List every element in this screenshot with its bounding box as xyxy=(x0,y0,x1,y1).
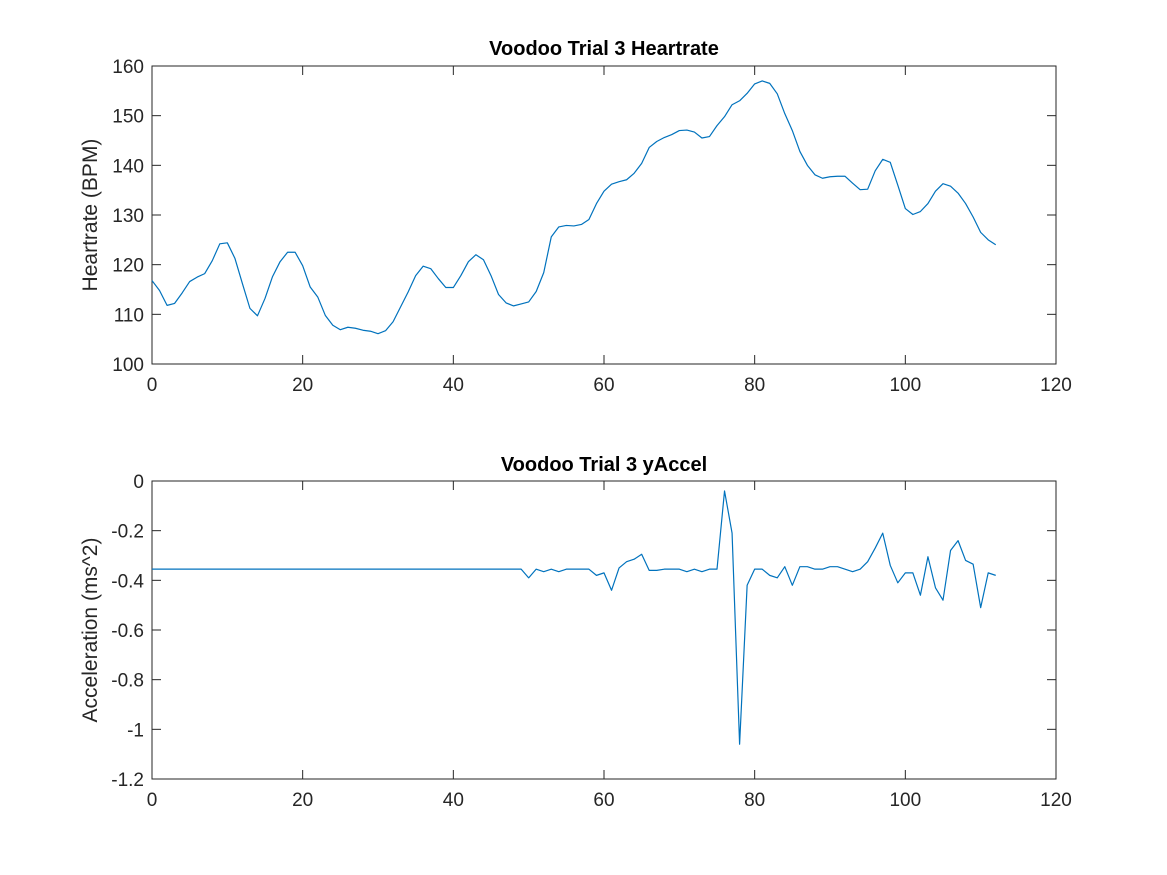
heartrate-y-tick-label: 150 xyxy=(112,107,144,128)
yaccel-series-line xyxy=(152,490,996,745)
heartrate-axes-box xyxy=(151,65,1057,365)
heartrate-x-tick-label: 20 xyxy=(292,375,313,396)
heartrate-y-tick-label: 120 xyxy=(112,256,144,277)
yaccel-x-tick-label: 40 xyxy=(443,790,464,811)
heartrate-y-tick-label: 130 xyxy=(112,206,144,227)
yaccel-y-tick-label: -0.8 xyxy=(111,671,144,692)
heartrate-y-tick-label: 160 xyxy=(112,57,144,78)
heartrate-plot: Voodoo Trial 3 Heartrate Heartrate (BPM)… xyxy=(79,38,1072,396)
heartrate-y-tick-label: 100 xyxy=(112,355,144,376)
yaccel-y-tick-label: -0.2 xyxy=(111,522,144,543)
heartrate-ticks: 0 20 40 60 80 100 120 100 110 120 130 140 150 160 xyxy=(112,57,1072,396)
heartrate-x-tick-label: 120 xyxy=(1040,375,1072,396)
heartrate-y-tick-label: 140 xyxy=(112,156,144,177)
yaccel-x-tick-label: 120 xyxy=(1040,790,1072,811)
heartrate-x-tick-label: 80 xyxy=(744,375,765,396)
heartrate-x-tick-label: 60 xyxy=(593,375,614,396)
yaccel-plot-title: Voodoo Trial 3 yAccel xyxy=(501,454,707,476)
yaccel-x-tick-label: 60 xyxy=(593,790,614,811)
yaccel-y-tick-label: -0.4 xyxy=(111,571,144,592)
yaccel-y-axis-label: Acceleration (ms^2) xyxy=(79,538,102,723)
yaccel-y-tick-label: -0.6 xyxy=(111,621,144,642)
yaccel-x-tick-label: 80 xyxy=(744,790,765,811)
heartrate-y-tick-label: 110 xyxy=(114,305,144,326)
heartrate-y-axis-label: Heartrate (BPM) xyxy=(79,139,102,292)
yaccel-y-tick-label: 0 xyxy=(133,472,144,493)
yaccel-ticks: 0 20 40 60 80 100 120 -1.2 -1 -0.8 -0.6 -0.4 -0.2 0 xyxy=(111,472,1072,811)
yaccel-x-tick-label: 100 xyxy=(889,790,921,811)
yaccel-y-tick-label: -1 xyxy=(127,720,144,741)
heartrate-x-tick-label: 100 xyxy=(889,375,921,396)
heartrate-series-line xyxy=(151,80,997,335)
heartrate-x-tick-label: 0 xyxy=(147,375,158,396)
heartrate-plot-title: Voodoo Trial 3 Heartrate xyxy=(489,38,719,60)
heartrate-x-tick-label: 40 xyxy=(443,375,464,396)
yaccel-x-tick-label: 20 xyxy=(292,790,313,811)
yaccel-x-tick-label: 0 xyxy=(147,790,158,811)
yaccel-plot: Voodoo Trial 3 yAccel Acceleration (ms^2… xyxy=(79,454,1072,811)
yaccel-y-tick-label: -1.2 xyxy=(111,770,144,791)
yaccel-axes-box xyxy=(151,480,1057,780)
